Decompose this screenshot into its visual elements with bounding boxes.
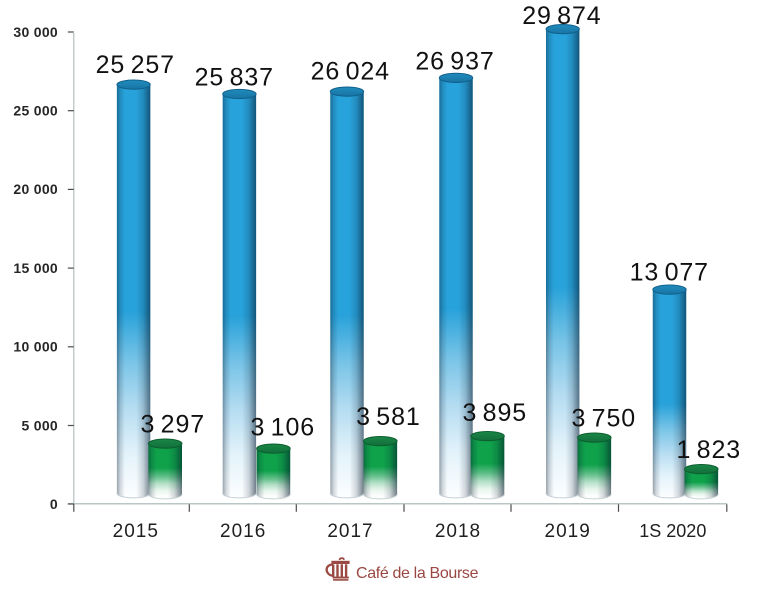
svg-text:2019: 2019 <box>545 521 591 542</box>
svg-text:0: 0 <box>50 496 58 512</box>
svg-text:3 106: 3 106 <box>251 414 316 442</box>
svg-text:15 000: 15 000 <box>13 260 58 276</box>
svg-text:3 895: 3 895 <box>463 399 528 427</box>
svg-text:2015: 2015 <box>113 521 159 542</box>
svg-text:2016: 2016 <box>220 521 266 542</box>
svg-text:13 077: 13 077 <box>630 258 709 286</box>
svg-text:10 000: 10 000 <box>13 339 58 355</box>
svg-text:29 874: 29 874 <box>522 2 601 30</box>
svg-text:25 000: 25 000 <box>13 103 58 119</box>
svg-text:1 823: 1 823 <box>677 436 742 464</box>
svg-text:3 297: 3 297 <box>141 411 206 439</box>
svg-text:5 000: 5 000 <box>21 417 58 433</box>
svg-text:30 000: 30 000 <box>13 24 58 40</box>
svg-text:3 750: 3 750 <box>572 405 637 433</box>
svg-text:26 024: 26 024 <box>311 58 390 86</box>
svg-text:Café de la Bourse: Café de la Bourse <box>356 565 479 582</box>
svg-text:2018: 2018 <box>435 521 481 542</box>
svg-text:3 581: 3 581 <box>356 403 421 431</box>
svg-text:25 257: 25 257 <box>96 51 175 79</box>
svg-text:1S 2020: 1S 2020 <box>639 521 706 541</box>
svg-text:25 837: 25 837 <box>195 63 274 91</box>
svg-text:26 937: 26 937 <box>415 47 494 75</box>
svg-text:20 000: 20 000 <box>13 181 58 197</box>
svg-text:2017: 2017 <box>327 521 373 542</box>
